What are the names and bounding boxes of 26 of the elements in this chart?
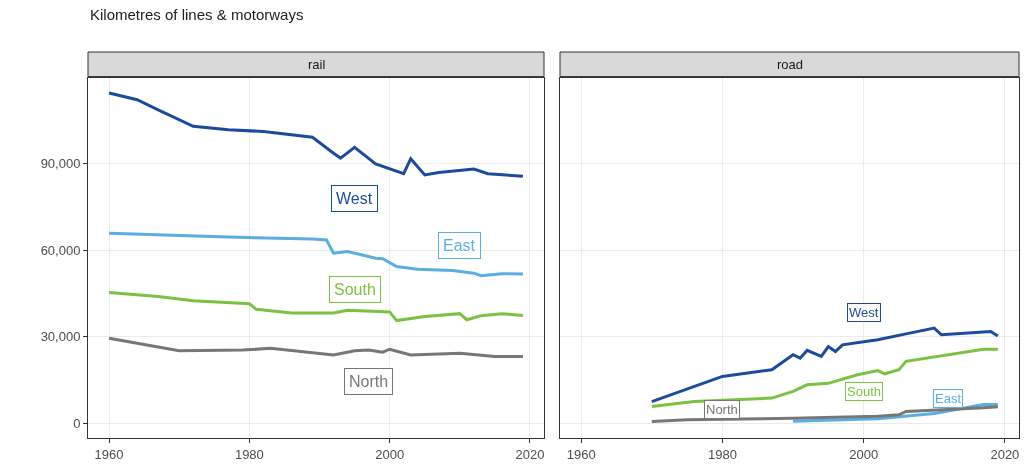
y-tick-label: 0 — [73, 416, 81, 432]
line-series — [107, 231, 525, 278]
x-tick-label: 1980 — [234, 446, 264, 462]
line-series — [107, 91, 525, 178]
y-tick-label: 60,000 — [40, 242, 81, 258]
line-series — [107, 336, 525, 358]
x-tick-label: 2020 — [515, 446, 545, 462]
series-label: North — [706, 402, 738, 417]
series-label: West — [336, 190, 373, 207]
x-tick-label: 2000 — [375, 446, 405, 462]
series-label: West — [849, 305, 879, 320]
series-label: North — [349, 373, 389, 390]
y-tick-label: 30,000 — [40, 329, 81, 345]
x-tick-label: 2020 — [990, 446, 1020, 462]
y-tick-label: 90,000 — [40, 155, 81, 171]
chart-subtitle: road — [777, 57, 804, 72]
x-tick-label: 1980 — [707, 446, 737, 462]
series-label: South — [334, 281, 376, 298]
series-label: South — [847, 384, 881, 399]
series-label: East — [443, 237, 476, 254]
chart-subtitle: rail — [308, 57, 326, 72]
series-label: East — [935, 391, 962, 406]
x-tick-label: 1960 — [94, 446, 124, 462]
chart-title: Kilometres of lines & motorways — [90, 6, 304, 23]
x-tick-label: 1960 — [566, 446, 596, 462]
x-tick-label: 2000 — [849, 446, 879, 462]
